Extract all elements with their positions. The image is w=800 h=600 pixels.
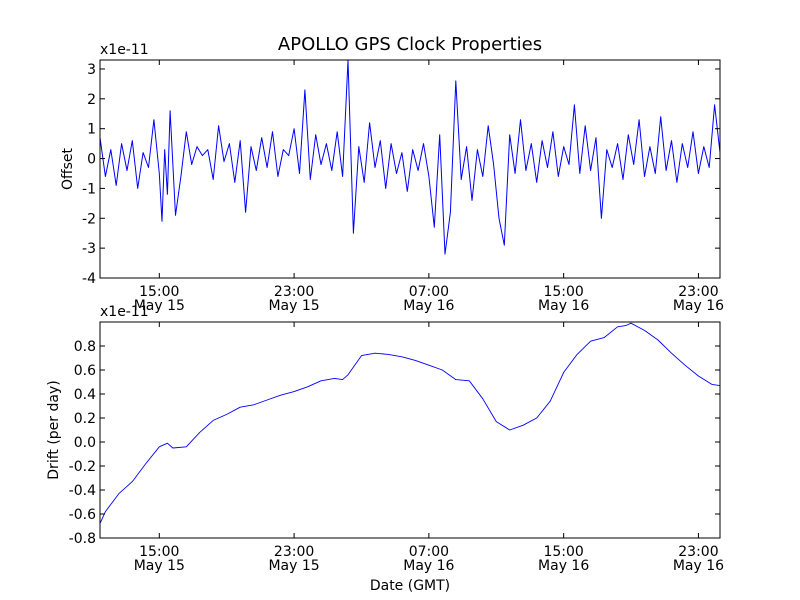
- drift-ytick-label: -0.6: [69, 507, 96, 523]
- drift-ytick-label: -0.8: [69, 531, 96, 547]
- x-axis-label: Date (GMT): [370, 578, 450, 594]
- drift-xtick-date-label: May 15: [268, 558, 319, 574]
- offset-xtick-date-label: May 16: [538, 298, 589, 314]
- drift-panel: -0.8-0.6-0.4-0.20.00.20.40.60.815:00May …: [46, 304, 724, 574]
- offset-ytick-label: -4: [82, 271, 96, 287]
- offset-ytick-label: -3: [82, 241, 96, 257]
- offset-series-line: [99, 59, 721, 255]
- offset-xtick-date-label: May 15: [134, 298, 185, 314]
- drift-y-offset-text: x1e-11: [100, 304, 149, 320]
- drift-xtick-date-label: May 15: [134, 558, 185, 574]
- drift-ytick-label: -0.2: [69, 459, 96, 475]
- offset-xtick-date-label: May 15: [268, 298, 319, 314]
- drift-ytick-label: 0.8: [74, 339, 96, 355]
- drift-series-line: [99, 322, 721, 524]
- drift-xtick-time-label: 15:00: [139, 544, 179, 560]
- drift-ytick-label: 0.2: [74, 411, 96, 427]
- drift-plot-frame: [99, 321, 721, 539]
- drift-xtick-time-label: 23:00: [678, 544, 718, 560]
- offset-ytick-label: 3: [87, 62, 96, 78]
- drift-ytick-label: 0.6: [74, 363, 96, 379]
- offset-ytick-label: 0: [87, 152, 96, 168]
- drift-xtick-time-label: 23:00: [274, 544, 314, 560]
- offset-ytick-label: -2: [82, 211, 96, 227]
- offset-xtick-time-label: 15:00: [139, 284, 179, 300]
- offset-xtick-time-label: 07:00: [409, 284, 449, 300]
- drift-y-axis-label: Drift (per day): [46, 380, 62, 479]
- offset-xtick-time-label: 23:00: [678, 284, 718, 300]
- offset-ytick-label: 1: [87, 122, 96, 138]
- offset-y-axis-label: Offset: [60, 147, 76, 190]
- offset-xtick-date-label: May 16: [403, 298, 454, 314]
- drift-ytick-label: 0.0: [74, 435, 96, 451]
- drift-ytick-label: 0.4: [74, 387, 96, 403]
- offset-xtick-date-label: May 16: [673, 298, 724, 314]
- offset-ytick-label: 2: [87, 92, 96, 108]
- drift-xtick-date-label: May 16: [673, 558, 724, 574]
- offset-xtick-time-label: 15:00: [543, 284, 583, 300]
- drift-ytick-label: -0.4: [69, 483, 96, 499]
- drift-xtick-date-label: May 16: [538, 558, 589, 574]
- drift-xtick-time-label: 15:00: [543, 544, 583, 560]
- drift-xtick-date-label: May 16: [403, 558, 454, 574]
- offset-ytick-label: -1: [82, 181, 96, 197]
- offset-plot-frame: [99, 59, 721, 279]
- offset-xtick-time-label: 23:00: [274, 284, 314, 300]
- offset-y-offset-text: x1e-11: [100, 42, 149, 58]
- chart-title: APOLLO GPS Clock Properties: [278, 34, 542, 55]
- drift-xtick-time-label: 07:00: [409, 544, 449, 560]
